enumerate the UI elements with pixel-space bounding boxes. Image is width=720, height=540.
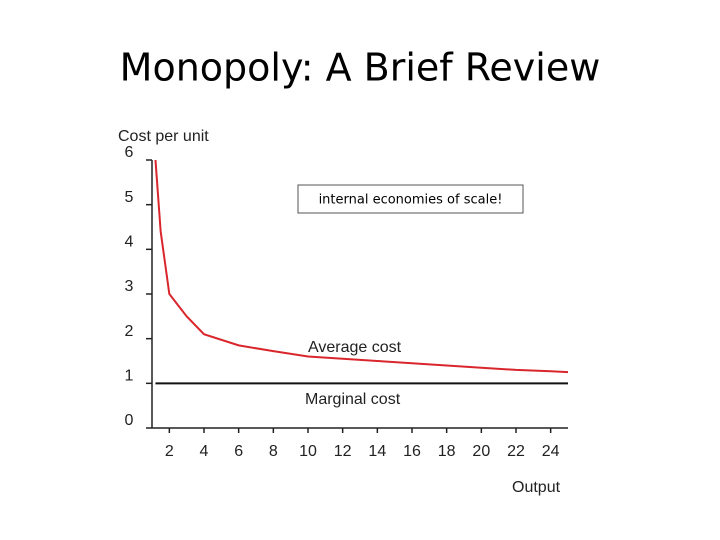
y-tick-label: 5 (125, 189, 134, 206)
y-tick-label: 2 (125, 323, 134, 340)
x-axis-title: Output (512, 479, 561, 496)
slide-title: Monopoly: A Brief Review (120, 46, 601, 90)
x-tick-label: 16 (403, 443, 421, 460)
x-tick-label: 22 (507, 443, 525, 460)
x-tick-label: 24 (542, 443, 560, 460)
series-label: Average cost (308, 339, 402, 356)
y-tick-label: 0 (125, 412, 134, 429)
x-tick-label: 4 (200, 443, 209, 460)
x-tick-label: 6 (234, 443, 243, 460)
series-line (154, 159, 569, 374)
annotation-box (297, 184, 524, 214)
y-tick-label: 1 (125, 368, 134, 385)
y-tick-label: 4 (125, 234, 134, 251)
y-tick-label: 3 (125, 278, 134, 295)
y-axis-title: Cost per unit (118, 128, 209, 145)
annotation: internal economies of scale! (319, 193, 503, 208)
x-tick-label: 12 (334, 443, 352, 460)
y-tick-label: 6 (125, 144, 134, 161)
series-label: Marginal cost (305, 391, 401, 408)
x-tick-label: 8 (269, 443, 278, 460)
x-tick-label: 10 (299, 443, 317, 460)
x-tick-label: 2 (165, 443, 174, 460)
x-tick-label: 20 (472, 443, 490, 460)
x-tick-label: 14 (368, 443, 386, 460)
x-tick-label: 18 (438, 443, 456, 460)
